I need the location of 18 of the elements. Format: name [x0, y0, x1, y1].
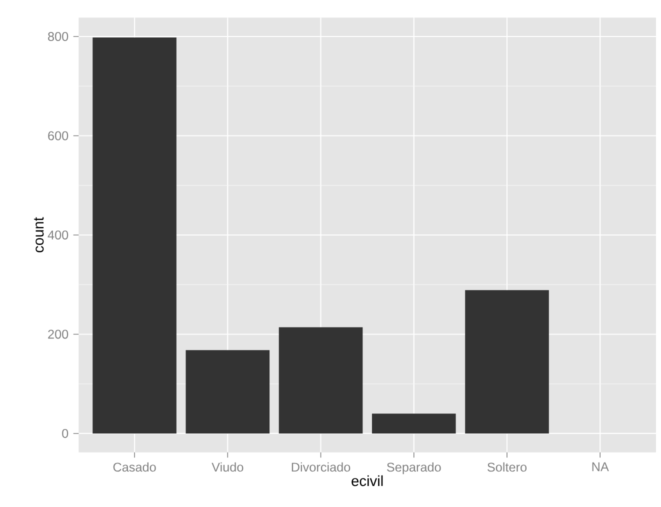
y-tick-label: 800 — [48, 32, 68, 41]
x-tick-label: Casado — [113, 462, 156, 472]
x-axis-title: ecivil — [352, 475, 383, 486]
y-tick-label: 600 — [48, 131, 68, 140]
y-tick-label: 400 — [48, 230, 68, 240]
x-tick-label: NA — [592, 462, 609, 472]
y-tick-label: 0 — [62, 428, 68, 438]
x-tick-label: Divorciado — [292, 462, 350, 472]
x-tick-label: Separado — [387, 462, 441, 474]
x-tick-label: Soltero — [488, 462, 527, 472]
bar — [92, 38, 176, 434]
y-tick-label: 200 — [48, 330, 68, 339]
bar — [465, 290, 549, 434]
x-tick-label: Viudo — [212, 462, 244, 472]
bar — [372, 414, 456, 434]
bar — [278, 327, 363, 434]
y-axis-title: count — [34, 217, 44, 252]
bar — [186, 350, 270, 434]
